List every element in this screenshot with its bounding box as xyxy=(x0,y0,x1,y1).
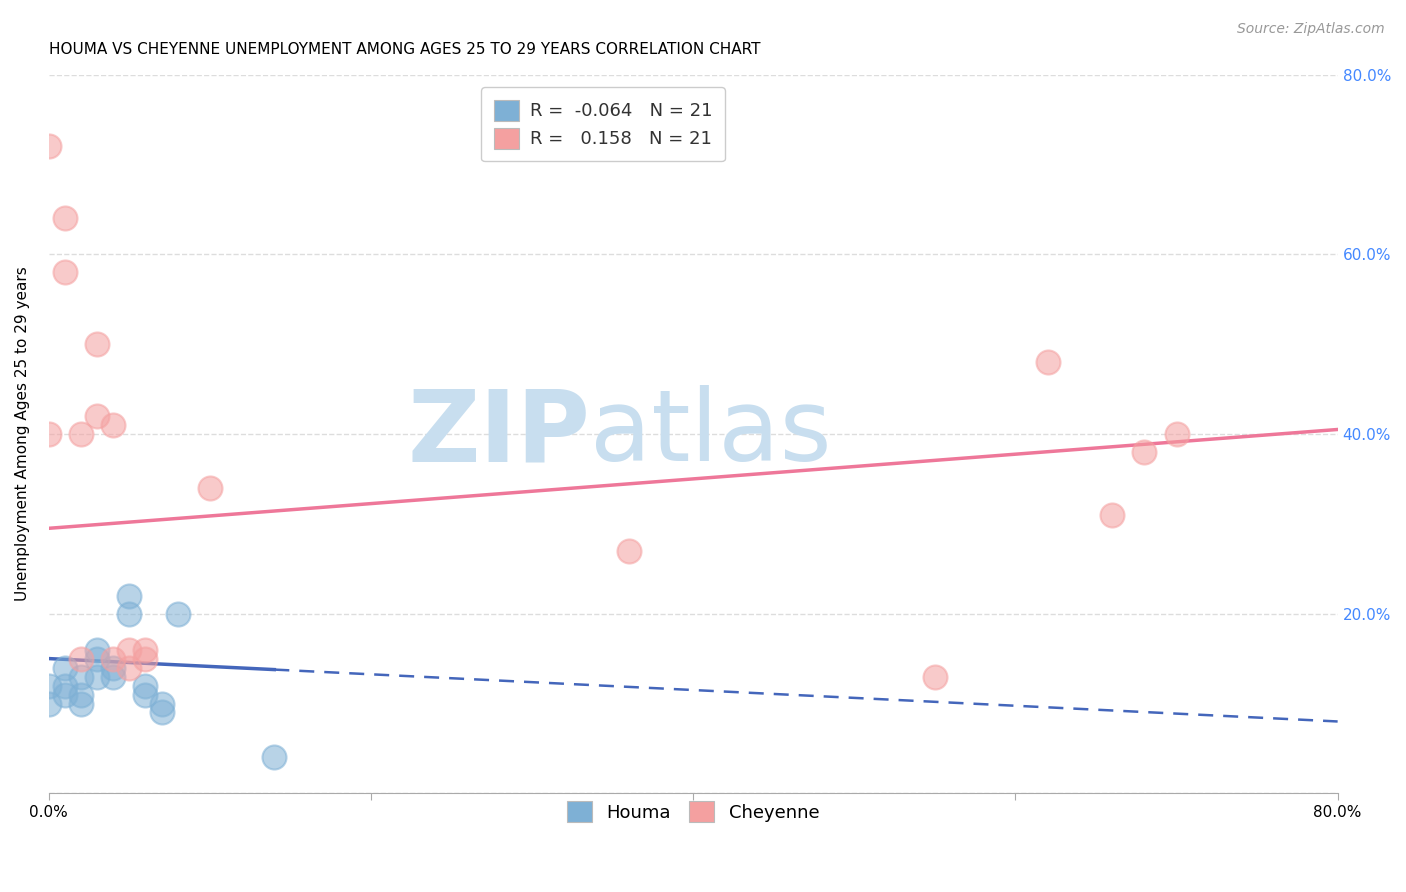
Point xyxy=(134,688,156,702)
Point xyxy=(53,660,76,674)
Point xyxy=(118,607,141,621)
Point xyxy=(263,750,285,764)
Y-axis label: Unemployment Among Ages 25 to 29 years: Unemployment Among Ages 25 to 29 years xyxy=(15,267,30,601)
Point xyxy=(53,688,76,702)
Point xyxy=(53,265,76,279)
Point xyxy=(924,669,946,683)
Point xyxy=(118,589,141,603)
Point xyxy=(1101,508,1123,522)
Point xyxy=(53,211,76,226)
Point xyxy=(103,669,125,683)
Point xyxy=(118,642,141,657)
Point xyxy=(38,427,60,442)
Point xyxy=(86,651,108,665)
Legend: Houma, Cheyenne: Houma, Cheyenne xyxy=(554,789,832,835)
Text: Source: ZipAtlas.com: Source: ZipAtlas.com xyxy=(1237,22,1385,37)
Point xyxy=(70,697,93,711)
Point xyxy=(1036,355,1059,369)
Point xyxy=(70,669,93,683)
Point xyxy=(118,660,141,674)
Point xyxy=(103,651,125,665)
Point xyxy=(70,427,93,442)
Point xyxy=(38,697,60,711)
Point xyxy=(86,409,108,423)
Point xyxy=(166,607,188,621)
Point xyxy=(1166,427,1188,442)
Point xyxy=(134,651,156,665)
Point xyxy=(70,651,93,665)
Text: atlas: atlas xyxy=(591,385,832,483)
Point xyxy=(103,660,125,674)
Text: HOUMA VS CHEYENNE UNEMPLOYMENT AMONG AGES 25 TO 29 YEARS CORRELATION CHART: HOUMA VS CHEYENNE UNEMPLOYMENT AMONG AGE… xyxy=(49,42,761,57)
Text: ZIP: ZIP xyxy=(408,385,591,483)
Point xyxy=(53,679,76,693)
Point xyxy=(617,543,640,558)
Point xyxy=(1133,445,1156,459)
Point xyxy=(134,642,156,657)
Point xyxy=(38,679,60,693)
Point xyxy=(86,642,108,657)
Point xyxy=(134,679,156,693)
Point xyxy=(70,688,93,702)
Point xyxy=(150,697,173,711)
Point xyxy=(86,337,108,351)
Point xyxy=(198,481,221,495)
Point xyxy=(86,669,108,683)
Point xyxy=(150,706,173,720)
Point xyxy=(38,139,60,153)
Point xyxy=(103,417,125,432)
